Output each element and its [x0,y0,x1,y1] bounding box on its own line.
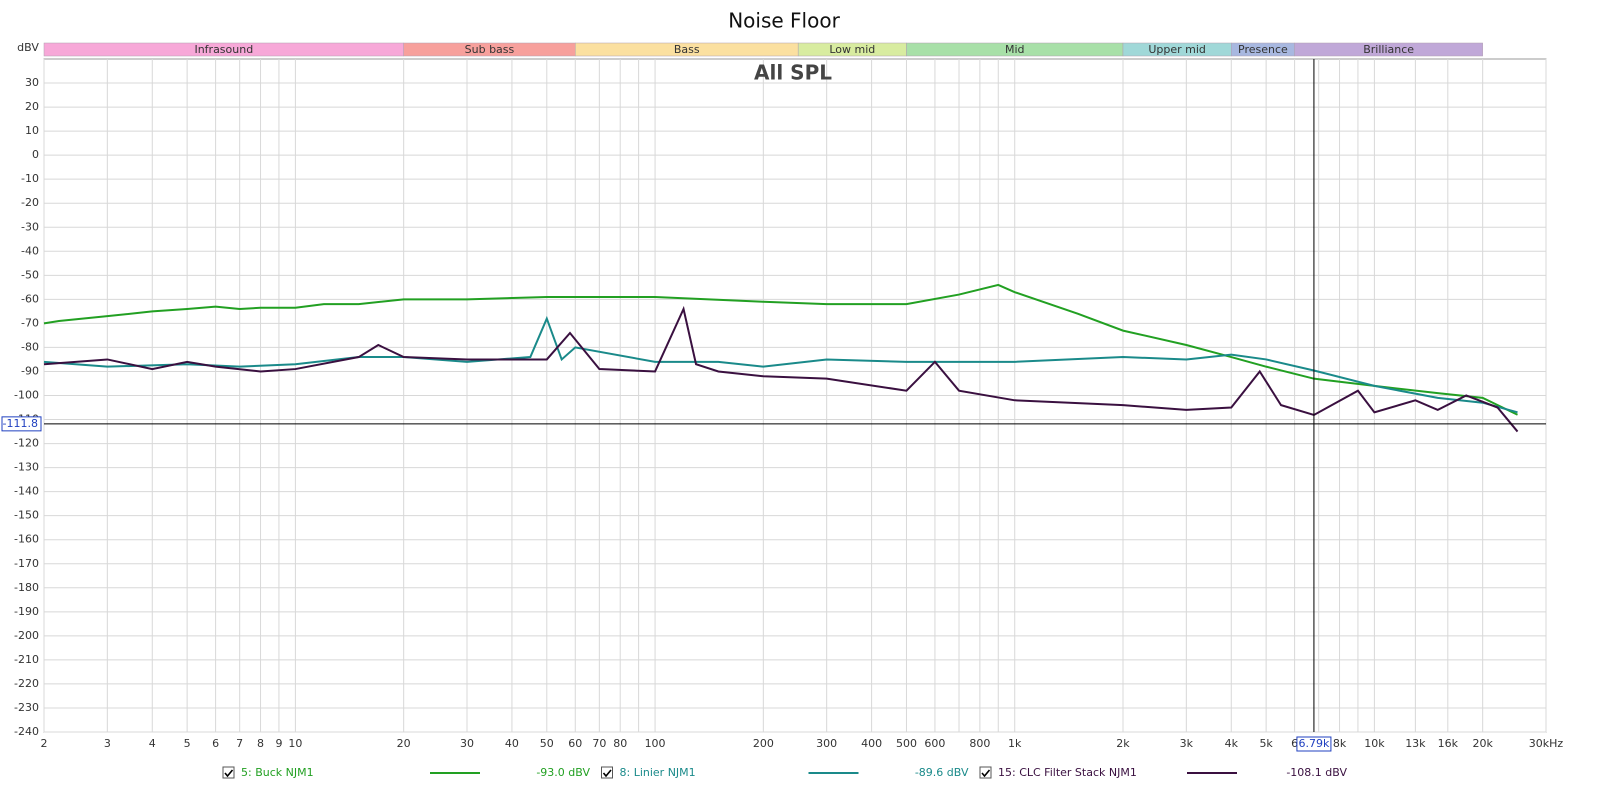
band-label: Low mid [829,43,875,56]
x-tick-label: 3k [1180,737,1194,750]
cursor-box [1296,736,1332,752]
y-tick-label: -230 [14,701,39,714]
series-line [43,283,1518,416]
y-tick-label: 20 [25,100,39,113]
x-tick-label: 8k [1333,737,1347,750]
y-tick-label: -80 [21,340,39,353]
x-tick-label: 80 [613,737,627,750]
x-tick-label: 9 [275,737,282,750]
x-tick-label: 2k [1116,737,1130,750]
cursor-y-label: -111.8 [3,417,38,430]
chart-subtitle: All SPL [754,61,832,85]
legend-readout: -89.6 dBV [915,766,969,779]
x-tick-label: 800 [969,737,990,750]
x-tick-label: 7 [236,737,243,750]
x-tick-label: 300 [816,737,837,750]
y-tick-label: -50 [21,268,39,281]
cursor-x-label: 6.79k [1298,737,1329,750]
band-label: Presence [1238,43,1288,56]
x-tick-label: 70 [592,737,606,750]
y-tick-label: 10 [25,124,39,137]
checkbox [222,766,235,779]
x-tick-label: 200 [753,737,774,750]
x-tick-label: 3 [104,737,111,750]
y-axis-label: dBV [17,41,39,54]
x-tick-label: 5k [1259,737,1273,750]
band-label: Upper mid [1148,43,1206,56]
x-tick-label: 8 [257,737,264,750]
x-tick-label: 20 [397,737,411,750]
x-tick-label: 50 [540,737,554,750]
x-tick-label: 6 [1291,737,1298,750]
y-tick-label: -90 [21,364,39,377]
y-tick-label: -200 [14,629,39,642]
x-tick-label: 4 [149,737,156,750]
band-label: Mid [1005,43,1025,56]
x-tick-label: 2 [41,737,48,750]
y-tick-label: -130 [14,461,39,474]
band-label: Brilliance [1363,43,1414,56]
y-tick-label: -30 [21,220,39,233]
y-tick-label: -180 [14,581,39,594]
band-label: Bass [674,43,700,56]
y-tick-label: -240 [14,725,39,738]
checkmark [981,769,991,778]
y-tick-label: -170 [14,557,39,570]
x-tick-label: 10 [288,737,302,750]
y-tick-label: -120 [14,437,39,450]
legend-label: 5: Buck NJM1 [241,766,314,779]
x-tick-label: 400 [861,737,882,750]
y-tick-label: -40 [21,244,39,257]
band-label: Sub bass [465,43,515,56]
band [1294,42,1483,57]
y-tick-label: 30 [25,76,39,89]
x-tick-label: 1k [1008,737,1022,750]
x-tick-label: 30 [460,737,474,750]
checkbox [601,766,613,779]
band-label: Infrasound [194,43,253,56]
x-tick-label: 13k [1405,737,1426,750]
cursor-box [1,416,42,432]
y-tick-label: -210 [14,653,39,666]
y-tick-label: -150 [14,509,39,522]
x-tick-label: 100 [645,737,666,750]
x-tick-label: 16k [1438,737,1459,750]
legend-label: 8: Linier NJM1 [620,766,696,779]
legend-readout: -108.1 dBV [1286,766,1347,779]
y-tick-label: -190 [14,605,39,618]
y-tick-label: -220 [14,677,39,690]
y-tick-label: -160 [14,533,39,546]
x-tick-label: 20k [1472,737,1493,750]
x-tick-label: 40 [505,737,519,750]
legend-label: 15: CLC Filter Stack NJM1 [998,766,1137,779]
x-tick-label: 60 [568,737,582,750]
x-tick-label: 600 [924,737,945,750]
x-tick-label: 10k [1364,737,1385,750]
y-tick-label: -60 [21,292,39,305]
x-tick-label: 30kHz [1529,737,1564,750]
series-line [43,305,1519,433]
checkbox [979,766,992,779]
x-tick-label: 500 [896,737,917,750]
x-tick-label: 4k [1225,737,1239,750]
checkmark [224,769,234,778]
series-line [43,315,1518,414]
x-tick-label: 6 [212,737,219,750]
y-tick-label: 0 [32,148,39,161]
y-tick-label: -10 [21,172,39,185]
x-tick-label: 5 [184,737,191,750]
chart-title: Noise Floor [728,9,840,33]
y-tick-label: -100 [14,389,39,402]
y-tick-label: -70 [21,316,39,329]
checkmark [602,769,612,778]
y-tick-label: -140 [14,485,39,498]
legend-readout: -93.0 dBV [536,766,590,779]
y-tick-label: -20 [21,196,39,209]
